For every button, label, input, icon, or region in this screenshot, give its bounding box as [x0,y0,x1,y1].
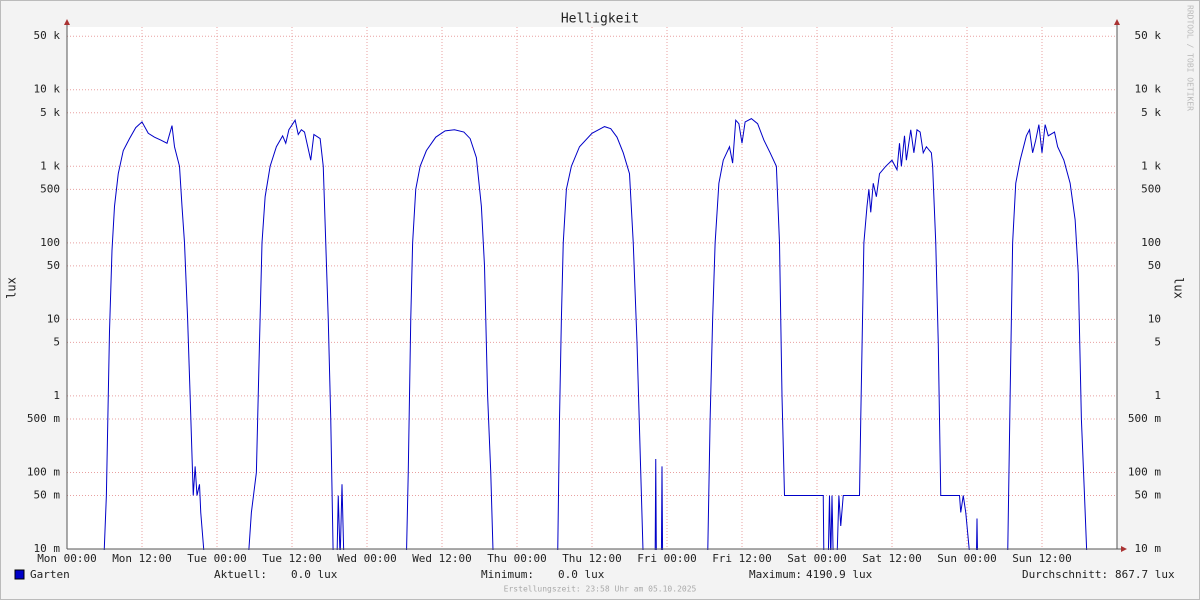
footer: Erstellungszeit: 23:58 Uhr am 05.10.2025 [504,585,697,594]
y-tick-label: 100 m [27,465,60,478]
x-tick-label: Sun 00:00 [937,552,997,565]
x-tick-label: Tue 12:00 [262,552,322,565]
x-tick-label: Thu 12:00 [562,552,622,565]
y-tick-label: 10 m [34,542,61,555]
stat-label: Aktuell: [214,568,267,581]
data-line [103,118,1088,550]
y-tick-label-right: 10 k [1135,83,1162,96]
y-tick-label: 100 [40,236,60,249]
y-tick-label-right: 50 [1148,259,1161,272]
stat-label: Maximum: [749,568,802,581]
y-tick-label: 5 k [40,106,60,119]
y-tick-label-right: 100 [1141,236,1161,249]
x-tick-label: Mon 00:00 [37,552,97,565]
x-tick-label: Mon 12:00 [112,552,172,565]
y-tick-label-right: 100 m [1128,465,1161,478]
stat-value: 867.7 lux [1115,568,1175,581]
y-tick-label: 500 m [27,412,60,425]
stat-value: 0.0 lux [291,568,338,581]
y-tick-label-right: 50 m [1135,488,1162,501]
y-tick-label: 500 [40,182,60,195]
chart-title: Helligkeit [561,12,639,27]
axis-arrow [1114,19,1120,25]
x-tick-label: Wed 12:00 [412,552,472,565]
y-tick-label: 50 k [34,29,61,42]
y-tick-label: 1 k [40,159,60,172]
y-tick-label-right: 500 m [1128,412,1161,425]
x-tick-label: Thu 00:00 [487,552,547,565]
axis-arrow [1121,546,1127,552]
legend-label: Garten [30,568,70,581]
axis-arrow [64,19,70,25]
x-tick-label: Sat 12:00 [862,552,922,565]
y-tick-label-right: 5 k [1141,106,1161,119]
y-axis-label-right: lux [1172,277,1186,299]
y-tick-label-right: 500 [1141,182,1161,195]
stat-value: 0.0 lux [558,568,605,581]
plot [103,118,1088,550]
y-tick-label-right: 1 k [1141,159,1161,172]
y-tick-label-right: 10 [1148,312,1161,325]
stat-label: Minimum: [481,568,534,581]
y-tick-label-right: 50 k [1135,29,1162,42]
legend-swatch [14,569,25,580]
x-tick-label: Fri 00:00 [637,552,697,565]
x-tick-label: Fri 12:00 [712,552,772,565]
y-tick-label-right: 5 [1154,335,1161,348]
x-tick-label: Wed 00:00 [337,552,397,565]
y-tick-label: 50 m [34,488,61,501]
y-tick-label: 10 [47,312,60,325]
y-tick-label: 5 [53,335,60,348]
watermark: RRDTOOL / TOBI OETIKER [1186,5,1195,111]
y-axis-label: lux [5,277,19,299]
y-tick-label-right: 1 [1154,389,1161,402]
stat-value: 4190.9 lux [806,568,873,581]
y-tick-label: 1 [53,389,60,402]
y-tick-label-right: 10 m [1135,542,1162,555]
stat-label: Durchschnitt: [1022,568,1108,581]
x-tick-label: Tue 00:00 [187,552,247,565]
grid [66,27,1117,550]
y-tick-label: 10 k [34,83,61,96]
x-tick-label: Sat 00:00 [787,552,847,565]
y-tick-label: 50 [47,259,60,272]
x-tick-label: Sun 12:00 [1012,552,1072,565]
